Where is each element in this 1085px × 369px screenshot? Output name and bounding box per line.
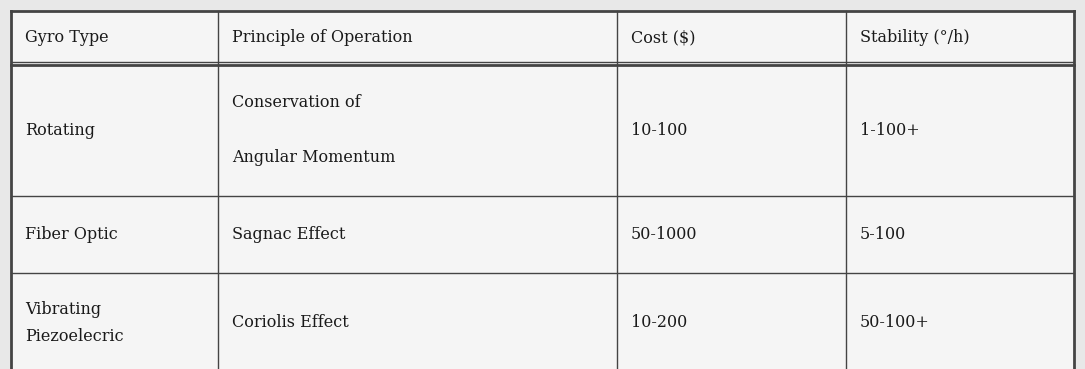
Text: Vibrating
Piezoelecric: Vibrating Piezoelecric [25,301,124,345]
Text: Gyro Type: Gyro Type [25,29,109,46]
Bar [845,196,1074,273]
Bar [11,11,218,65]
Text: 10-100: 10-100 [631,121,688,139]
Bar [218,273,617,369]
Bar [845,273,1074,369]
Text: 10-200: 10-200 [631,314,687,331]
Bar [218,196,617,273]
Text: 1-100+: 1-100+ [859,121,919,139]
Text: Principle of Operation: Principle of Operation [232,29,413,46]
Bar [11,196,218,273]
Bar [617,65,845,196]
Text: 50-1000: 50-1000 [631,226,698,243]
Bar [845,65,1074,196]
Bar [845,11,1074,65]
Bar [617,273,845,369]
Text: 50-100+: 50-100+ [859,314,930,331]
Text: Stability (°/h): Stability (°/h) [859,29,969,46]
Text: 5-100: 5-100 [859,226,906,243]
Bar [617,11,845,65]
Bar [11,65,218,196]
Bar [218,65,617,196]
Text: Fiber Optic: Fiber Optic [25,226,117,243]
Text: Cost ($): Cost ($) [631,29,695,46]
Text: Sagnac Effect: Sagnac Effect [232,226,346,243]
Bar [218,11,617,65]
Bar [617,196,845,273]
Text: Coriolis Effect: Coriolis Effect [232,314,349,331]
Text: Conservation of

Angular Momentum: Conservation of Angular Momentum [232,94,396,166]
Bar [11,273,218,369]
Text: Rotating: Rotating [25,121,95,139]
